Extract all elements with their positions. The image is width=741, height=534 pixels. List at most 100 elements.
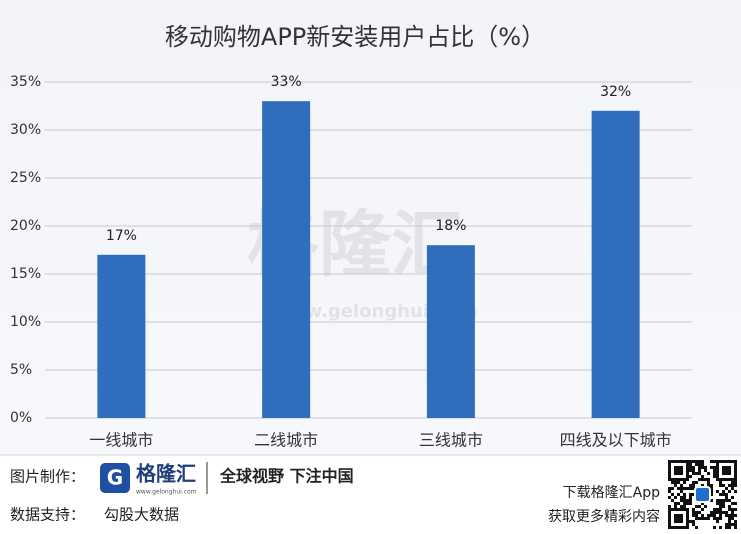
qr-module <box>668 490 671 493</box>
qr-module <box>725 499 728 502</box>
qr-module <box>686 499 689 502</box>
qr-module <box>719 481 722 484</box>
qr-module <box>695 460 698 463</box>
qr-module <box>710 487 713 490</box>
x-tick-label: 二线城市 <box>254 431 318 450</box>
qr-module <box>713 508 716 511</box>
qr-module <box>698 478 701 481</box>
qr-module <box>701 502 704 505</box>
qr-module <box>710 490 713 493</box>
qr-module <box>707 484 710 487</box>
qr-module <box>668 487 671 490</box>
qr-module <box>719 508 722 511</box>
qr-module <box>689 484 692 487</box>
qr-module <box>701 517 704 520</box>
qr-module <box>698 463 701 466</box>
qr-module <box>716 517 719 520</box>
qr-module <box>668 496 671 499</box>
qr-module <box>707 517 710 520</box>
bar <box>97 254 146 418</box>
qr-module <box>725 496 728 499</box>
qr-module <box>734 523 737 526</box>
x-tick-label: 一线城市 <box>89 431 153 450</box>
qr-module <box>701 466 704 469</box>
qr-module <box>674 496 677 499</box>
bar <box>262 101 311 418</box>
qr-module <box>734 502 737 505</box>
app-line2: 获取更多精彩内容 <box>548 508 660 525</box>
credit-label: 图片制作： <box>10 468 85 486</box>
logo-url: www.gelonghui.com <box>136 489 197 496</box>
qr-module <box>692 508 695 511</box>
y-tick-label: 15% <box>10 266 41 282</box>
qr-module <box>680 490 683 493</box>
qr-module <box>674 502 677 505</box>
qr-module <box>722 511 725 514</box>
qr-module <box>698 460 701 463</box>
qr-module <box>713 517 716 520</box>
qr-module <box>698 511 701 514</box>
qr-module <box>698 466 701 469</box>
qr-module <box>689 487 692 490</box>
qr-module <box>683 496 686 499</box>
qr-module <box>674 484 677 487</box>
qr-module <box>719 493 722 496</box>
qr-module <box>716 499 719 502</box>
qr-module <box>671 499 674 502</box>
qr-module <box>680 496 683 499</box>
plot: 0% 5% 10% 15% 20% 25% 30% 35% 一线城市 17% 二线城市 33% 三线城市… <box>10 74 692 450</box>
qr-module <box>728 514 731 517</box>
qr-module <box>671 493 674 496</box>
qr-module <box>728 484 731 487</box>
qr-module <box>713 469 716 472</box>
qr-module <box>713 460 716 463</box>
qr-module <box>689 499 692 502</box>
qr-module <box>671 481 674 484</box>
qr-module <box>689 460 692 463</box>
qr-module <box>722 499 725 502</box>
qr-module <box>710 511 713 514</box>
y-tick-label: 5% <box>10 362 32 378</box>
app-line1: 下载格隆汇App <box>563 485 660 501</box>
qr-module <box>731 508 734 511</box>
qr-module <box>713 514 716 517</box>
qr-module <box>683 487 686 490</box>
slogan: 全球视野 下注中国 <box>219 467 354 486</box>
qr-module <box>734 508 737 511</box>
qr-module <box>719 505 722 508</box>
qr-module <box>725 526 728 529</box>
qr-finder-core <box>674 466 683 475</box>
qr-module <box>701 460 704 463</box>
qr-finder-core <box>674 514 683 523</box>
qr-module <box>677 487 680 490</box>
qr-module <box>722 493 725 496</box>
qr-module <box>716 520 719 523</box>
qr-module <box>734 526 737 529</box>
qr-module <box>695 526 698 529</box>
qr-module <box>704 478 707 481</box>
qr-module <box>689 502 692 505</box>
qr-module <box>731 484 734 487</box>
qr-module <box>680 499 683 502</box>
qr-module <box>698 505 701 508</box>
qr-module <box>731 502 734 505</box>
qr-module <box>695 511 698 514</box>
qr-module <box>680 505 683 508</box>
qr-module <box>680 487 683 490</box>
qr-module <box>677 481 680 484</box>
y-tick-label: 25% <box>10 170 41 186</box>
qr-module <box>722 484 725 487</box>
qr-module <box>686 487 689 490</box>
qr-module <box>734 514 737 517</box>
qr-module <box>719 517 722 520</box>
qr-finder <box>668 508 689 529</box>
bar <box>426 245 475 418</box>
qr-module <box>725 514 728 517</box>
qr-module <box>695 517 698 520</box>
qr-module <box>692 520 695 523</box>
qr-module <box>713 466 716 469</box>
qr-module <box>731 481 734 484</box>
qr-module <box>695 463 698 466</box>
qr-module <box>692 460 695 463</box>
